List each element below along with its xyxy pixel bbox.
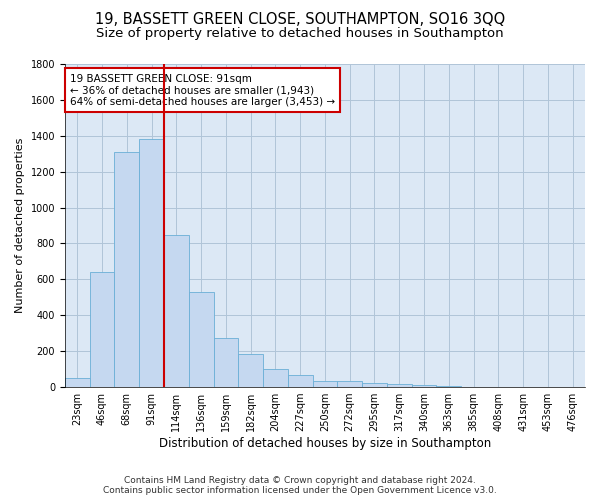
- Text: 19, BASSETT GREEN CLOSE, SOUTHAMPTON, SO16 3QQ: 19, BASSETT GREEN CLOSE, SOUTHAMPTON, SO…: [95, 12, 505, 28]
- Bar: [214, 338, 238, 387]
- Text: Size of property relative to detached houses in Southampton: Size of property relative to detached ho…: [96, 28, 504, 40]
- Bar: [288, 376, 313, 387]
- Text: Contains public sector information licensed under the Open Government Licence v3: Contains public sector information licen…: [103, 486, 497, 495]
- Bar: [65, 378, 89, 387]
- Bar: [238, 354, 263, 387]
- Bar: [313, 381, 337, 387]
- Bar: [263, 369, 288, 387]
- Bar: [412, 386, 436, 387]
- X-axis label: Distribution of detached houses by size in Southampton: Distribution of detached houses by size …: [159, 437, 491, 450]
- Bar: [362, 382, 387, 387]
- Bar: [139, 140, 164, 387]
- Bar: [189, 292, 214, 387]
- Bar: [387, 384, 412, 387]
- Bar: [436, 386, 461, 387]
- Bar: [461, 386, 486, 387]
- Bar: [337, 381, 362, 387]
- Bar: [89, 272, 115, 387]
- Text: 19 BASSETT GREEN CLOSE: 91sqm
← 36% of detached houses are smaller (1,943)
64% o: 19 BASSETT GREEN CLOSE: 91sqm ← 36% of d…: [70, 74, 335, 107]
- Bar: [164, 234, 189, 387]
- Y-axis label: Number of detached properties: Number of detached properties: [15, 138, 25, 313]
- Text: Contains HM Land Registry data © Crown copyright and database right 2024.: Contains HM Land Registry data © Crown c…: [124, 476, 476, 485]
- Bar: [115, 152, 139, 387]
